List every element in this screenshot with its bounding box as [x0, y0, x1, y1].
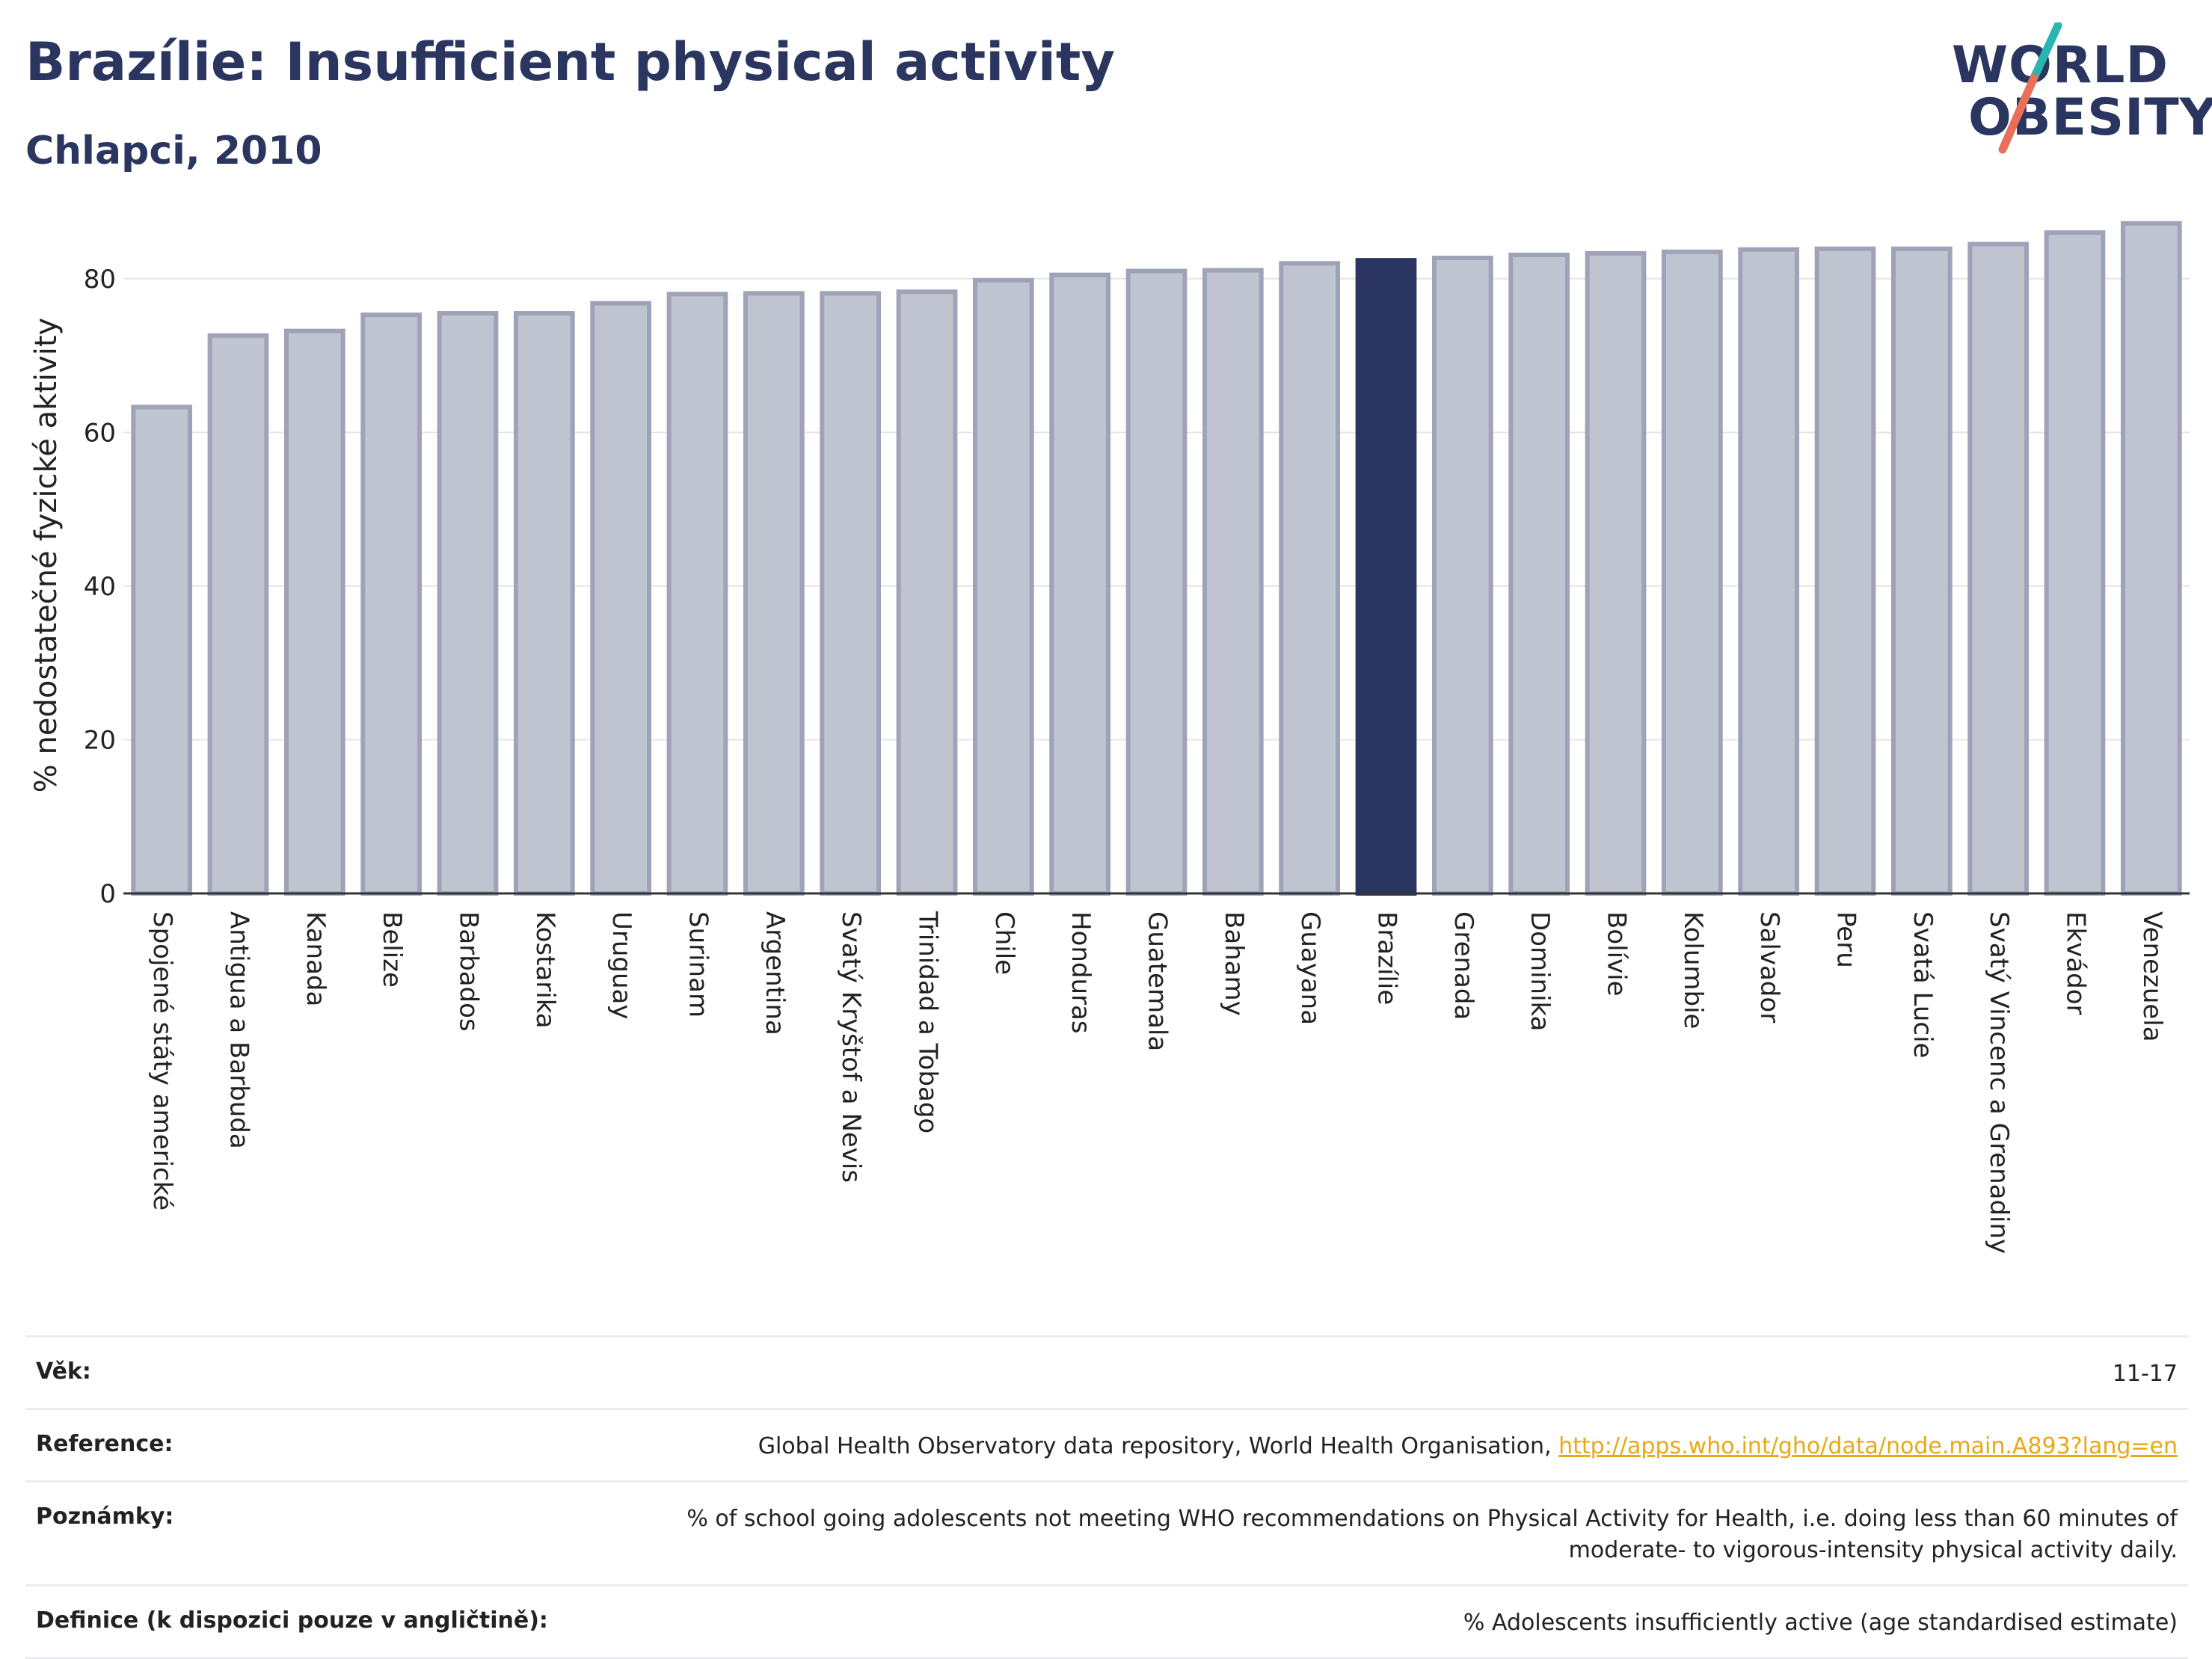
x-tick-label: Svatá Lucie: [1908, 911, 1938, 1058]
info-value-reference: Global Health Observatory data repositor…: [758, 1431, 2178, 1462]
bar: [896, 289, 958, 896]
x-tick-label: Chile: [989, 911, 1019, 975]
x-tick-label: Barbados: [454, 911, 484, 1032]
bar: [1508, 252, 1570, 896]
logo-word-world: WORLD: [1952, 36, 2169, 95]
bar: [1279, 261, 1341, 896]
x-tick-label: Bolívie: [1602, 911, 1632, 997]
bar: [1967, 241, 2030, 896]
bar: [437, 311, 499, 896]
bars: [131, 221, 2182, 896]
info-value-age: 11-17: [2112, 1361, 2178, 1387]
info-label-definition: Definice (k dispozici pouze v angličtině…: [36, 1607, 548, 1634]
x-tick-label: Belize: [377, 911, 407, 988]
x-tick-label: Guatemala: [1143, 911, 1173, 1051]
reference-link[interactable]: http://apps.who.int/gho/data/node.main.A…: [1558, 1433, 2178, 1459]
x-tick-label: Kostarika: [530, 911, 560, 1029]
bar: [283, 328, 345, 896]
info-value-definition: % Adolescents insufficiently active (age…: [1463, 1610, 2178, 1636]
x-tick-label: Antigua a Barbuda: [224, 911, 254, 1149]
bar: [131, 404, 193, 896]
info-value-notes: % of school going adolescents not meetin…: [686, 1506, 2178, 1563]
x-tick-label: Grenada: [1448, 911, 1478, 1020]
bar: [1202, 268, 1264, 896]
x-tick-label: Svatý Kryštof a Nevis: [836, 911, 866, 1183]
page-title: Brazílie: Insufficient physical activity: [25, 31, 1115, 93]
bar-chart: 0 20 40 60 80 Spojené státy americké Antigua …: [29, 221, 2190, 1254]
bar-highlight: [1355, 258, 1417, 896]
y-tick-label: 40: [84, 572, 116, 602]
reference-text: Global Health Observatory data repositor…: [758, 1433, 1559, 1459]
x-tick-label: Ekvádor: [2061, 911, 2091, 1015]
y-tick-label: 60: [84, 418, 116, 448]
x-tick-label: Bahamy: [1219, 911, 1249, 1016]
x-tick-label: Trinidad a Tobago: [913, 911, 943, 1133]
bar: [207, 333, 269, 896]
x-tick-label: Svatý Vincenc a Grenadiny: [1984, 911, 2014, 1254]
x-tick-label: Peru: [1831, 911, 1861, 968]
bar: [1814, 246, 1876, 896]
bar: [1049, 272, 1111, 896]
x-tick-label: Spojené státy americké: [147, 911, 177, 1210]
x-tick-label: Surinam: [683, 911, 713, 1018]
info-label-reference: Reference:: [36, 1431, 173, 1457]
page-subtitle: Chlapci, 2010: [25, 129, 322, 173]
x-tick-label: Argentina: [760, 911, 790, 1035]
bar: [590, 301, 652, 896]
x-tick-label: Dominika: [1525, 911, 1555, 1031]
bar: [513, 311, 575, 896]
info-table: Věk: 11-17 Reference: Global Health Obse…: [25, 1335, 2188, 1659]
info-label-age: Věk:: [36, 1358, 91, 1385]
x-tick-label: Kolumbie: [1678, 911, 1708, 1029]
info-row-definition: Definice (k dispozici pouze v angličtině…: [25, 1584, 2188, 1659]
y-axis-ticks: 0 20 40 60 80: [84, 265, 116, 909]
x-tick-label: Venezuela: [2137, 911, 2167, 1042]
x-tick-label: Guayana: [1295, 911, 1325, 1025]
bar: [1738, 247, 1800, 896]
info-row-reference: Reference: Global Health Observatory dat…: [25, 1408, 2188, 1480]
bar: [360, 313, 423, 896]
info-row-age: Věk: 11-17: [25, 1335, 2188, 1408]
info-label-notes: Poznámky:: [36, 1503, 174, 1530]
bar: [820, 291, 882, 896]
x-tick-label: Salvador: [1754, 911, 1784, 1023]
info-row-notes: Poznámky: % of school going adolescents …: [25, 1480, 2188, 1584]
x-tick-label: Kanada: [301, 911, 331, 1006]
logo-slash-icon: [1998, 22, 2062, 154]
bar: [2044, 230, 2106, 896]
bar: [2120, 221, 2182, 896]
bar: [1890, 246, 1953, 896]
world-obesity-logo: WORLD OBESITY: [1952, 22, 2212, 157]
x-tick-label: Brazílie: [1372, 911, 1402, 1005]
x-tick-label: Uruguay: [606, 911, 636, 1020]
bar: [666, 292, 728, 896]
y-tick-label: 20: [84, 725, 116, 755]
y-tick-label: 80: [84, 265, 116, 295]
x-tick-label: Honduras: [1066, 911, 1096, 1034]
x-axis-ticks: Spojené státy americké Antigua a Barbuda K…: [147, 911, 2167, 1254]
bar: [1125, 268, 1188, 896]
bar: [743, 291, 805, 896]
bar: [1661, 249, 1723, 896]
bar: [1431, 256, 1493, 896]
y-axis-title: % nedostatečné fyzické aktivity: [29, 318, 64, 792]
bar: [972, 277, 1034, 896]
bar: [1585, 250, 1647, 896]
y-tick-label: 0: [99, 879, 116, 909]
